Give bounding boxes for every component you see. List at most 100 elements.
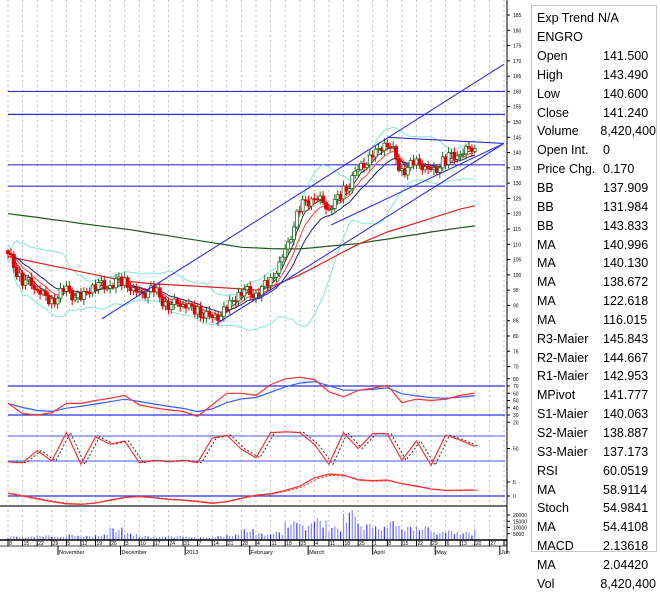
candle (44, 285, 48, 302)
info-label: Volume (537, 124, 579, 139)
candle-body (105, 287, 110, 290)
info-value: 0 (603, 143, 610, 158)
candle-body (227, 300, 232, 310)
candle (353, 166, 358, 179)
candle (96, 278, 101, 294)
info-label: Vol (537, 576, 555, 591)
rsi-line (7, 376, 475, 418)
price-axis-label: 90 (513, 303, 519, 309)
date-tick-label: 25 (359, 541, 365, 547)
candle (341, 180, 346, 204)
price-axis-label: 100 (513, 273, 522, 279)
info-label: MA (537, 237, 556, 252)
candle (364, 161, 369, 171)
month-label: Jun (501, 550, 510, 556)
info-label: MA (537, 256, 556, 271)
info-row: BB 131.984 (532, 197, 656, 216)
candle-body (353, 170, 358, 177)
candle (455, 151, 460, 164)
date-tick-label: 31 (184, 541, 190, 547)
candle (134, 283, 139, 298)
stock-chart[interactable]: 1851801751701651601551501451401351301251… (0, 0, 530, 560)
candle (102, 275, 107, 294)
info-label: MA (537, 520, 556, 535)
info-label: MA (537, 275, 556, 290)
candle-body (286, 241, 290, 250)
candle (175, 297, 180, 307)
info-label: MA (537, 294, 556, 309)
info-value: 140.600 (603, 86, 649, 101)
candle (146, 288, 150, 304)
info-row: BB 143.833 (532, 216, 656, 235)
date-tick-label: 22 (417, 541, 423, 547)
info-row: MA 54.4108 (532, 518, 656, 537)
candle (207, 305, 212, 320)
date-tick-label: 3 (505, 541, 508, 547)
info-label: R1-Maier (537, 369, 589, 384)
price-axis-label: 80 (513, 334, 519, 340)
candle-body (405, 167, 410, 176)
info-label: Open Int. (537, 143, 589, 158)
candle (332, 194, 337, 212)
candle (268, 273, 273, 290)
candle (114, 273, 118, 294)
price-axis-label: 120 (513, 212, 522, 218)
candle-body (294, 210, 299, 228)
price-axis-label: 155 (513, 105, 522, 111)
price-axis-label: 160 (513, 89, 522, 95)
info-label: BB (537, 181, 554, 196)
candle-body (467, 146, 471, 149)
candle (292, 221, 296, 246)
stoch-line (7, 431, 476, 467)
info-label: Price Chg. (537, 162, 596, 177)
date-tick-label: 11 (272, 541, 277, 547)
candle (55, 295, 60, 309)
info-row: R3-Maier 145.843 (532, 329, 656, 348)
info-value: 141.500 (603, 49, 649, 64)
candle-body (160, 296, 165, 307)
candle (32, 280, 37, 295)
price-axis-label: 150 (513, 120, 522, 126)
macd-axis-label: 0 (513, 494, 516, 500)
month-label: December (122, 550, 148, 556)
candle-body (426, 166, 431, 170)
candle-body (67, 285, 72, 291)
date-tick-label: 7 (199, 541, 202, 547)
candle-body (55, 297, 60, 305)
candle (277, 256, 282, 278)
candle-body (321, 195, 326, 203)
candle-body (73, 297, 78, 301)
candle-body (350, 175, 355, 189)
info-row: Close 141.240 (532, 103, 656, 122)
candle-body (303, 199, 308, 202)
candle (274, 270, 279, 283)
date-tick-label: 8 (388, 541, 391, 547)
info-label: R2-Maier (537, 350, 589, 365)
rsi-axis-label: 60 (513, 391, 519, 397)
price-axis-label: 175 (513, 44, 522, 50)
candle-body (472, 148, 477, 152)
candle-body (125, 277, 130, 288)
info-label: MA (537, 482, 556, 497)
candle (329, 205, 334, 215)
candle (242, 284, 247, 301)
info-value: 54.4108 (603, 520, 649, 535)
candle-body (385, 142, 390, 148)
info-row: ENGRO (532, 28, 656, 47)
candle (397, 153, 401, 173)
candle-body (461, 153, 466, 156)
candle (169, 300, 174, 314)
info-value: 138.672 (603, 275, 649, 290)
candle-body (324, 202, 328, 210)
candle (20, 270, 25, 290)
candle (271, 272, 276, 283)
candle (259, 284, 264, 302)
candle (472, 144, 477, 155)
candle-body (248, 286, 253, 295)
price-axis-label: 110 (513, 242, 521, 248)
info-value: 142.953 (603, 369, 649, 384)
candle-body (169, 304, 174, 311)
price-axis-label: 105 (513, 258, 522, 264)
rsi-axis-label: 20 (513, 420, 519, 426)
info-row: Open Int. 0 (532, 141, 656, 160)
